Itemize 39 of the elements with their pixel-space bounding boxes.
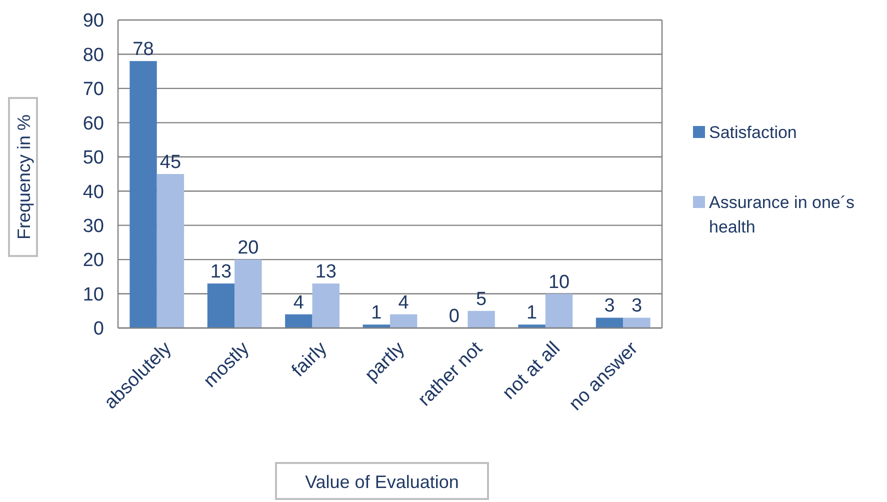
y-tick-label: 30 bbox=[82, 216, 104, 237]
legend-label: Satisfaction bbox=[709, 122, 797, 142]
data-label: 45 bbox=[160, 152, 182, 173]
data-label: 13 bbox=[210, 262, 232, 283]
y-tick-label: 0 bbox=[93, 318, 104, 340]
data-label: 20 bbox=[238, 238, 259, 259]
bar bbox=[207, 284, 235, 328]
y-tick-label: 60 bbox=[82, 113, 104, 134]
legend-label: Assurance in one´s health bbox=[709, 192, 855, 237]
data-label: 4 bbox=[293, 292, 304, 314]
y-tick-label: 80 bbox=[82, 44, 104, 66]
y-tick-label: 90 bbox=[82, 10, 104, 32]
bar bbox=[156, 174, 184, 328]
bar bbox=[545, 294, 573, 328]
data-label: 4 bbox=[398, 292, 410, 314]
data-label: 5 bbox=[476, 288, 487, 310]
data-label: 0 bbox=[448, 306, 460, 327]
bar bbox=[390, 314, 418, 328]
y-tick-label: 40 bbox=[82, 182, 104, 203]
data-label: 1 bbox=[526, 302, 538, 324]
bar bbox=[285, 314, 312, 328]
y-tick-label: 70 bbox=[82, 79, 104, 100]
y-axis-title: Frequency in % bbox=[14, 114, 34, 240]
data-label: 10 bbox=[548, 272, 570, 293]
bar bbox=[623, 318, 650, 328]
bar bbox=[234, 260, 262, 328]
bar bbox=[468, 310, 495, 328]
data-label: 3 bbox=[604, 296, 615, 317]
data-label: 13 bbox=[315, 262, 336, 283]
data-label: 3 bbox=[631, 296, 642, 317]
data-label: 1 bbox=[371, 302, 382, 324]
y-tick-label: 50 bbox=[82, 148, 104, 169]
x-tick-label: not at all bbox=[498, 338, 564, 404]
x-axis-title: Value of Evaluation bbox=[305, 472, 459, 492]
bar bbox=[312, 284, 340, 328]
bar bbox=[596, 318, 624, 328]
y-tick-label: 20 bbox=[82, 250, 104, 272]
bar bbox=[130, 61, 157, 328]
y-tick-label: 10 bbox=[82, 284, 104, 306]
